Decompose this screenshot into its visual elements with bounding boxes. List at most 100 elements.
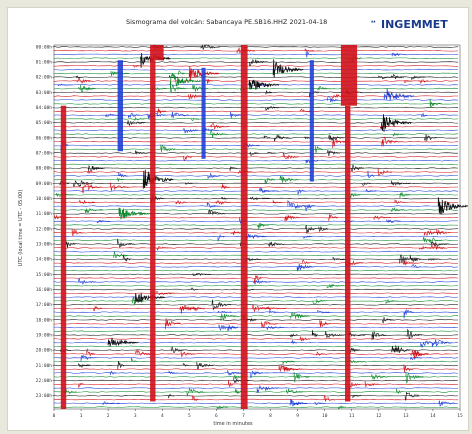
small-event (183, 155, 192, 161)
seismic-trace (53, 349, 459, 351)
small-event (421, 112, 428, 118)
large-event (170, 73, 201, 88)
small-event (431, 241, 450, 247)
small-event (118, 172, 128, 178)
saturated-signal-band (345, 105, 351, 402)
small-event (220, 313, 239, 321)
small-event (82, 182, 102, 194)
small-event (227, 369, 241, 376)
seismic-trace (53, 288, 459, 291)
x-tick-label: 10 (322, 413, 328, 419)
small-event (192, 306, 206, 312)
small-event (299, 336, 311, 342)
y-tick-label: 20:00h (36, 348, 53, 354)
y-tick-label: 14:00h (36, 257, 53, 263)
seismic-trace (53, 398, 459, 401)
seismic-trace (53, 197, 458, 200)
small-event (278, 364, 299, 373)
large-event (118, 207, 150, 220)
seismogram-figure: Sismograma del volcán: Sabancaya PE.SB16… (7, 7, 469, 431)
seismic-trace (53, 345, 459, 348)
small-event (382, 317, 394, 324)
large-event (134, 293, 166, 304)
x-tick-label: 7 (242, 413, 245, 419)
small-event (71, 228, 84, 237)
small-event (192, 272, 212, 277)
x-tick-label: 0 (53, 413, 56, 419)
small-event (399, 254, 417, 264)
small-event (113, 251, 129, 259)
small-event (290, 333, 299, 338)
seismic-trace (53, 159, 459, 162)
small-event (272, 200, 282, 204)
small-event (326, 283, 344, 289)
small-event (362, 182, 371, 186)
small-event (314, 145, 324, 154)
small-event (325, 331, 345, 339)
institution-logo: ▲▲ INGEMMET (371, 18, 448, 31)
small-event (391, 180, 411, 186)
small-event (206, 202, 220, 208)
small-event (221, 184, 230, 190)
small-event (367, 170, 375, 179)
x-tick-label: 3 (134, 413, 137, 419)
small-event (109, 370, 117, 376)
seismogram-chart: Sismograma del volcán: Sabancaya PE.SB16… (18, 18, 468, 427)
seismic-trace (53, 254, 459, 257)
small-event (210, 122, 230, 130)
x-tick-label: 1 (80, 413, 83, 419)
seismic-trace (53, 250, 458, 253)
saturated-signal-band (309, 60, 314, 182)
small-event (338, 405, 347, 410)
small-event (180, 351, 196, 358)
seismic-trace (53, 395, 459, 397)
small-event (290, 311, 309, 319)
small-event (424, 134, 438, 141)
y-tick-label: 17:00h (36, 302, 53, 308)
seismic-trace (53, 292, 459, 295)
seismic-trace (53, 167, 459, 169)
saturated-signal-band (150, 60, 156, 402)
large-event (383, 88, 415, 101)
small-event (411, 350, 429, 358)
small-event (208, 209, 225, 216)
small-event (190, 117, 199, 121)
seismic-trace (53, 182, 459, 185)
seismic-trace (53, 247, 459, 249)
small-event (402, 260, 418, 266)
small-event (390, 207, 406, 212)
small-event (254, 275, 262, 283)
small-event (256, 384, 268, 394)
small-event (229, 166, 238, 171)
small-event (316, 309, 330, 314)
seismic-trace (53, 262, 458, 264)
y-tick-label: 06:00h (36, 135, 53, 141)
small-event (84, 208, 104, 214)
small-event (352, 394, 362, 399)
small-event (406, 328, 422, 340)
small-event (175, 200, 188, 205)
small-event (424, 230, 444, 236)
small-event (317, 86, 331, 91)
small-event (110, 182, 129, 192)
small-event (316, 351, 326, 356)
small-event (178, 70, 185, 75)
small-event (73, 180, 80, 188)
seismic-trace (53, 319, 458, 321)
large-event (437, 197, 468, 215)
seismic-trace (53, 376, 459, 378)
small-event (303, 235, 313, 239)
small-event (78, 277, 97, 286)
small-event (250, 196, 270, 201)
small-event (128, 112, 141, 118)
seismic-trace (53, 368, 459, 370)
small-event (386, 219, 401, 224)
small-event (312, 330, 319, 338)
small-event (348, 331, 366, 337)
small-event (265, 306, 286, 311)
seismic-trace (53, 243, 459, 245)
small-event (191, 395, 199, 402)
logo-mark-icon: ▲▲ (371, 19, 376, 23)
small-event (399, 192, 412, 199)
small-event (431, 241, 446, 250)
